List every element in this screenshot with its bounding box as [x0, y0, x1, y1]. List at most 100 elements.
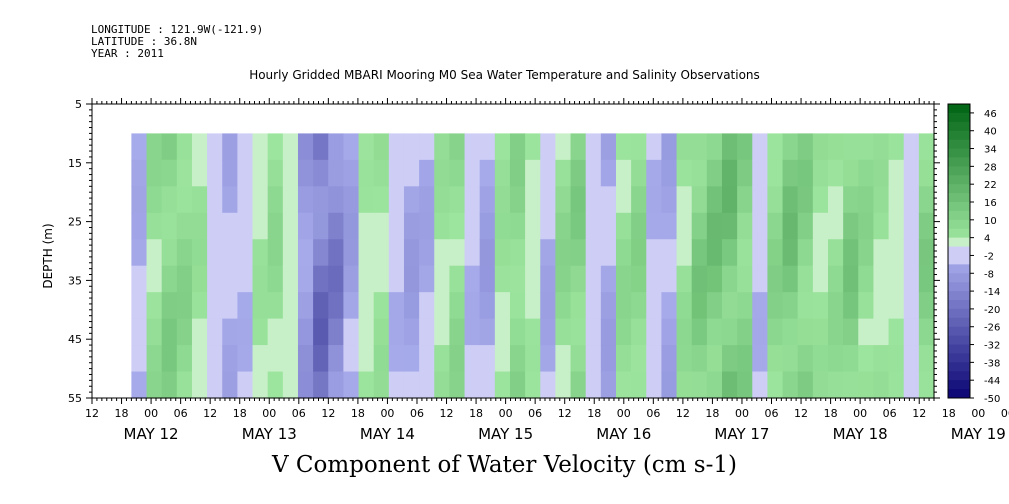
heatmap-cell [873, 133, 890, 161]
heatmap-cell [343, 186, 360, 214]
heatmap-cell [782, 239, 799, 267]
heatmap-cell [812, 292, 829, 320]
heatmap-cell [297, 345, 314, 373]
heatmap-cell [782, 345, 799, 373]
heatmap-cell [161, 371, 178, 399]
heatmap-cell [570, 345, 587, 373]
colorbar-border [947, 103, 971, 399]
heatmap-cell [449, 318, 466, 346]
heatmap-layer [131, 133, 935, 399]
x-tick-label: 06 [410, 407, 424, 420]
heatmap-cell [767, 133, 784, 161]
heatmap-cell [873, 371, 890, 399]
heatmap-cell [888, 292, 905, 320]
colorbar-band [948, 130, 970, 141]
heatmap-cell [343, 239, 360, 267]
heatmap-cell [812, 133, 829, 161]
heatmap-cell [282, 133, 299, 161]
heatmap-cell [737, 371, 753, 399]
heatmap-cell [252, 292, 269, 320]
heatmap-cell [843, 186, 859, 214]
heatmap-cell [858, 292, 875, 320]
heatmap-cell [464, 159, 481, 187]
heatmap-cell [328, 292, 344, 320]
heatmap-cell [373, 212, 390, 240]
heatmap-cell [767, 239, 784, 267]
heatmap-cell [540, 292, 557, 320]
heatmap-cell [843, 212, 859, 240]
heatmap-cell [131, 371, 148, 399]
heatmap-cell [540, 212, 557, 240]
heatmap-cell [540, 265, 557, 293]
heatmap-cell [615, 239, 632, 267]
heatmap-cell [237, 292, 254, 320]
heatmap-cell [737, 265, 753, 293]
heatmap-cell [479, 239, 496, 267]
heatmap-cell [525, 186, 541, 214]
heatmap-cell [358, 318, 375, 346]
colorbar-label: -44 [984, 376, 1000, 387]
heatmap-cell [297, 159, 314, 187]
heatmap-cell [191, 212, 208, 240]
heatmap-cell [252, 345, 269, 373]
heatmap-cell [646, 371, 663, 399]
heatmap-cell [419, 133, 435, 161]
heatmap-cell [161, 159, 178, 187]
x-tick-label: 00 [144, 407, 158, 420]
heatmap-cell [403, 186, 420, 214]
heatmap-cell [540, 186, 557, 214]
heatmap-cell [403, 318, 420, 346]
heatmap-cell [267, 212, 284, 240]
heatmap-cell [313, 318, 329, 346]
heatmap-cell [767, 371, 784, 399]
heatmap-cell [706, 265, 723, 293]
colorbar-label: -20 [984, 305, 1000, 316]
heatmap-cell [721, 318, 738, 346]
x-day-label: MAY 18 [833, 425, 888, 443]
heatmap-cell [313, 345, 329, 373]
heatmap-cell [600, 265, 617, 293]
heatmap-cell [449, 186, 466, 214]
heatmap-cell [358, 212, 375, 240]
heatmap-cell [585, 318, 602, 346]
heatmap-cell [918, 292, 935, 320]
heatmap-cell [782, 186, 799, 214]
heatmap-cell [585, 239, 602, 267]
heatmap-cell [676, 186, 693, 214]
heatmap-cell [161, 345, 178, 373]
heatmap-cell [752, 265, 769, 293]
heatmap-cell [176, 371, 193, 399]
heatmap-cell [721, 186, 738, 214]
x-tick-label: 00 [853, 407, 867, 420]
heatmap-cell [237, 345, 254, 373]
x-day-label: MAY 13 [242, 425, 297, 443]
heatmap-cell [600, 133, 617, 161]
heatmap-cell [297, 265, 314, 293]
heatmap-cell [721, 371, 738, 399]
heatmap-cell [888, 186, 905, 214]
heatmap-cell [903, 239, 920, 267]
heatmap-cell [752, 159, 769, 187]
heatmap-cell [131, 239, 148, 267]
heatmap-cell [631, 292, 647, 320]
heatmap-cell [903, 345, 920, 373]
heatmap-cell [918, 159, 935, 187]
heatmap-cell [282, 186, 299, 214]
heatmap-cell [313, 239, 329, 267]
colorbar-band [948, 219, 970, 230]
heatmap-cell [828, 239, 844, 267]
colorbar-band [948, 202, 970, 212]
heatmap-cell [434, 133, 450, 161]
colorbar-band [948, 326, 970, 337]
x-tick-label: 00 [617, 407, 631, 420]
colorbar-band [948, 166, 970, 176]
heatmap-cell [812, 318, 829, 346]
y-tick-label: 25 [68, 216, 82, 229]
heatmap-cell [403, 159, 420, 187]
heatmap-cell [555, 159, 572, 187]
heatmap-cell [237, 239, 254, 267]
heatmap-cell [494, 159, 511, 187]
heatmap-cell [509, 159, 526, 187]
heatmap-cell [843, 133, 859, 161]
